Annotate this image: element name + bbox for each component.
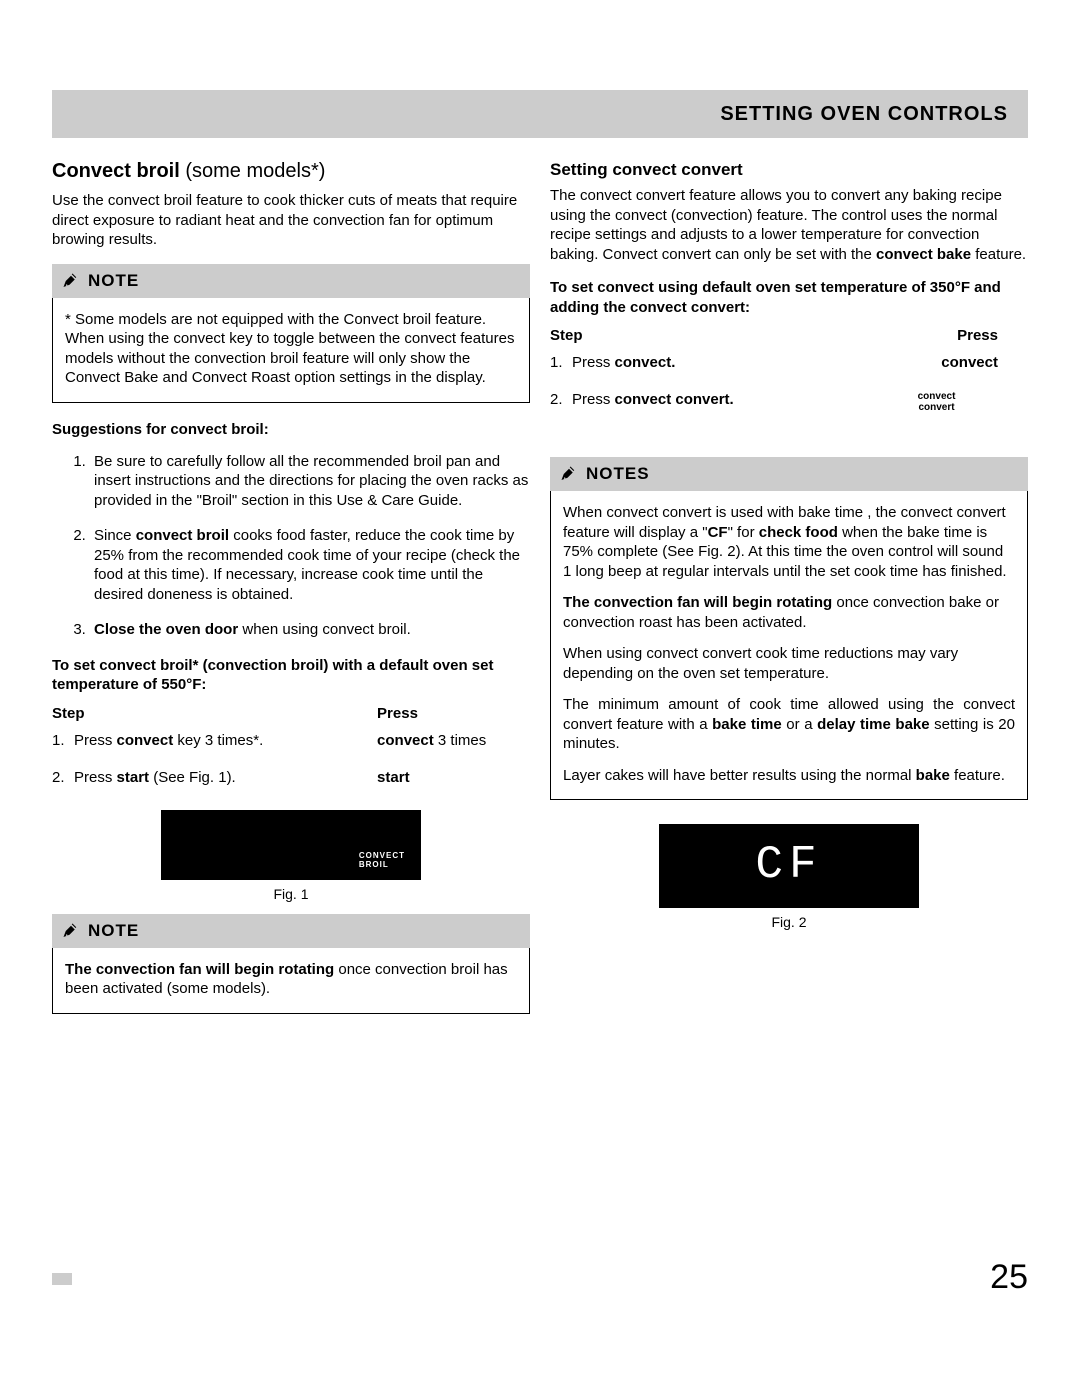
table-row: 2. Press convect convert. convectconvert — [550, 385, 1028, 427]
page-number: 25 — [990, 1258, 1028, 1297]
figure-1: CONVECTBROIL Fig. 1 — [52, 810, 530, 902]
section-title: SETTING OVEN CONTROLS — [720, 103, 1008, 126]
pin-icon — [560, 465, 578, 483]
oven-display-panel: CONVECTBROIL — [161, 810, 421, 880]
press-header: Press — [377, 701, 530, 726]
note-header: NOTE — [52, 914, 530, 948]
note-label: NOTE — [88, 271, 139, 291]
instruction-heading: To set convect using default oven set te… — [550, 278, 1028, 317]
suggestions-list: Be sure to carefully follow all the reco… — [52, 452, 530, 640]
figure-caption: Fig. 1 — [52, 886, 530, 902]
convect-broil-intro: Use the convect broil feature to cook th… — [52, 191, 530, 250]
list-item: Be sure to carefully follow all the reco… — [90, 452, 530, 511]
notes-header: NOTES — [550, 457, 1028, 491]
pin-icon — [62, 922, 80, 940]
note-body: * Some models are not equipped with the … — [52, 298, 530, 403]
list-item: Close the oven door when using convect b… — [90, 620, 530, 640]
notes-body: When convect convert is used with bake t… — [550, 491, 1028, 800]
note-body: The convection fan will begin rotating o… — [52, 948, 530, 1014]
step-header: Step — [52, 701, 377, 726]
note-header: NOTE — [52, 264, 530, 298]
two-column-layout: Convect broil (some models*) Use the con… — [52, 160, 1028, 1014]
right-column: Setting convect convert The convect conv… — [550, 160, 1028, 1014]
instruction-heading: To set convect broil* (convection broil)… — [52, 656, 530, 695]
suggestions-heading: Suggestions for convect broil: — [52, 421, 530, 438]
press-header: Press — [875, 323, 1028, 348]
manual-page: SETTING OVEN CONTROLS Convect broil (som… — [0, 0, 1080, 1054]
notes-label: NOTES — [586, 464, 650, 484]
convect-broil-heading: Convect broil (some models*) — [52, 160, 530, 183]
list-item: Since convect broil cooks food faster, r… — [90, 526, 530, 604]
display-mode-label: CONVECTBROIL — [359, 852, 405, 870]
button-stack: convectconvert — [875, 391, 998, 413]
note-label: NOTE — [88, 921, 139, 941]
figure-caption: Fig. 2 — [550, 914, 1028, 930]
figure-2: CF Fig. 2 — [550, 824, 1028, 930]
convect-convert-heading: Setting convect convert — [550, 160, 1028, 180]
oven-display-panel: CF — [659, 824, 919, 908]
display-cf-text: CF — [755, 839, 822, 891]
footer-accent — [52, 1273, 72, 1285]
pin-icon — [62, 272, 80, 290]
convect-convert-intro: The convect convert feature allows you t… — [550, 186, 1028, 264]
table-row: 2. Press start (See Fig. 1). start — [52, 763, 530, 800]
steps-table: Step Press 1. Press convect. convect 2. … — [550, 323, 1028, 427]
left-column: Convect broil (some models*) Use the con… — [52, 160, 530, 1014]
steps-table: Step Press 1. Press convect key 3 times*… — [52, 701, 530, 800]
table-row: 1. Press convect key 3 times*. convect 3… — [52, 726, 530, 763]
section-header: SETTING OVEN CONTROLS — [52, 90, 1028, 138]
step-header: Step — [550, 323, 875, 348]
table-row: 1. Press convect. convect — [550, 348, 1028, 385]
